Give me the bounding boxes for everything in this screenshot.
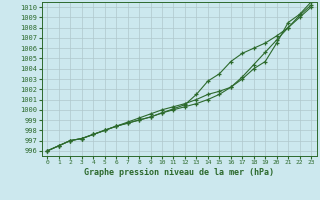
X-axis label: Graphe pression niveau de la mer (hPa): Graphe pression niveau de la mer (hPa) (84, 168, 274, 177)
